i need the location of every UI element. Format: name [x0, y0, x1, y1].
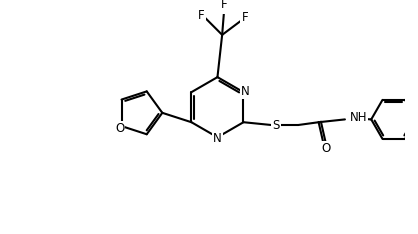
Text: NH: NH — [349, 111, 367, 124]
Text: O: O — [115, 122, 124, 135]
Text: F: F — [241, 11, 248, 25]
Text: F: F — [221, 0, 227, 11]
Text: O: O — [321, 142, 331, 155]
Text: F: F — [198, 9, 205, 22]
Text: N: N — [241, 85, 250, 98]
Text: N: N — [213, 132, 222, 145]
Text: S: S — [273, 119, 280, 132]
